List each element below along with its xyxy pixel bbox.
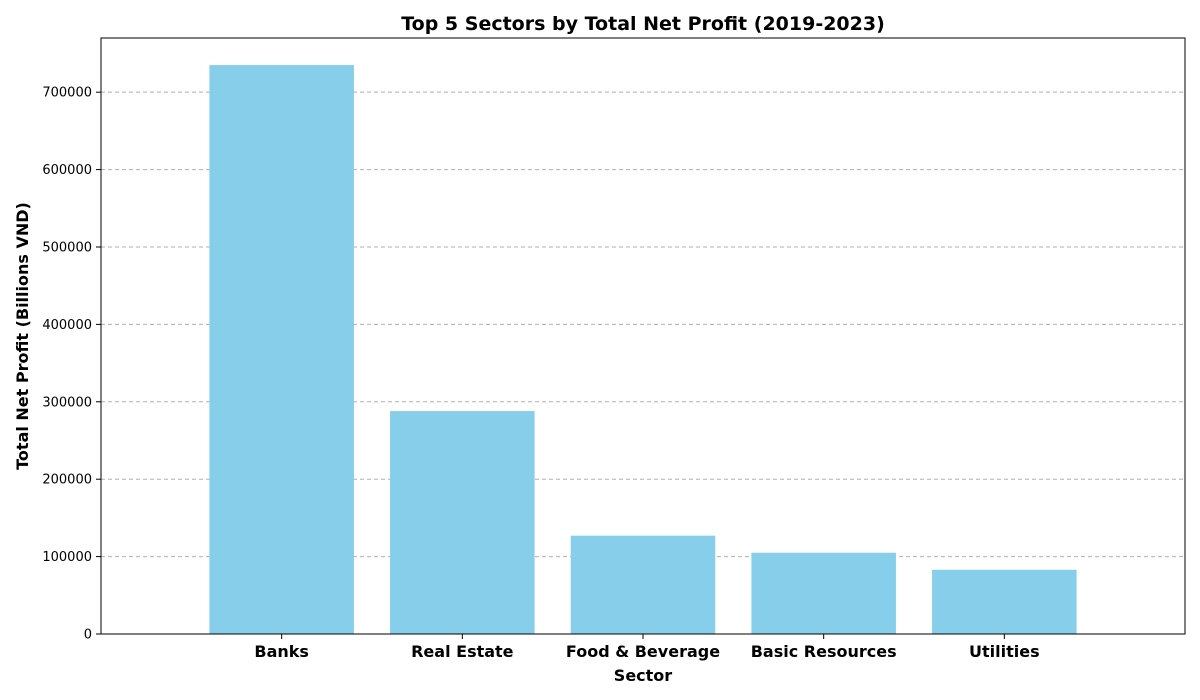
bars [209, 65, 1077, 634]
y-tick-label: 700000 [42, 86, 92, 101]
x-axis-label: Sector [614, 666, 673, 685]
y-tick-label: 600000 [42, 163, 92, 178]
y-tick-label: 500000 [42, 240, 92, 255]
x-tick-label: Real Estate [411, 642, 514, 661]
x-tick-label: Food & Beverage [566, 642, 720, 661]
y-axis-ticks: 0 100000 200000 300000 400000 500000 600000 700… [42, 86, 101, 643]
grid-lines [101, 91, 1185, 558]
y-tick-label: 100000 [42, 550, 92, 565]
x-axis-ticks: Banks Real Estate Food & Beverage Basic Res… [254, 634, 1040, 661]
y-tick-label: 200000 [42, 473, 92, 488]
y-axis-label: Total Net Profit (Billions VND) [13, 202, 32, 470]
x-tick-label: Utilities [969, 642, 1040, 661]
bar [390, 411, 535, 634]
bar [570, 535, 716, 634]
y-tick-label: 300000 [42, 395, 92, 410]
y-tick-label: 400000 [42, 318, 92, 333]
x-tick-label: Basic Resources [751, 642, 897, 661]
y-tick-label: 0 [84, 628, 92, 643]
bar [932, 569, 1077, 634]
x-tick-label: Banks [254, 642, 309, 661]
bar [751, 552, 896, 634]
chart-title: Top 5 Sectors by Total Net Profit (2019-… [401, 13, 885, 35]
bar [209, 65, 354, 634]
